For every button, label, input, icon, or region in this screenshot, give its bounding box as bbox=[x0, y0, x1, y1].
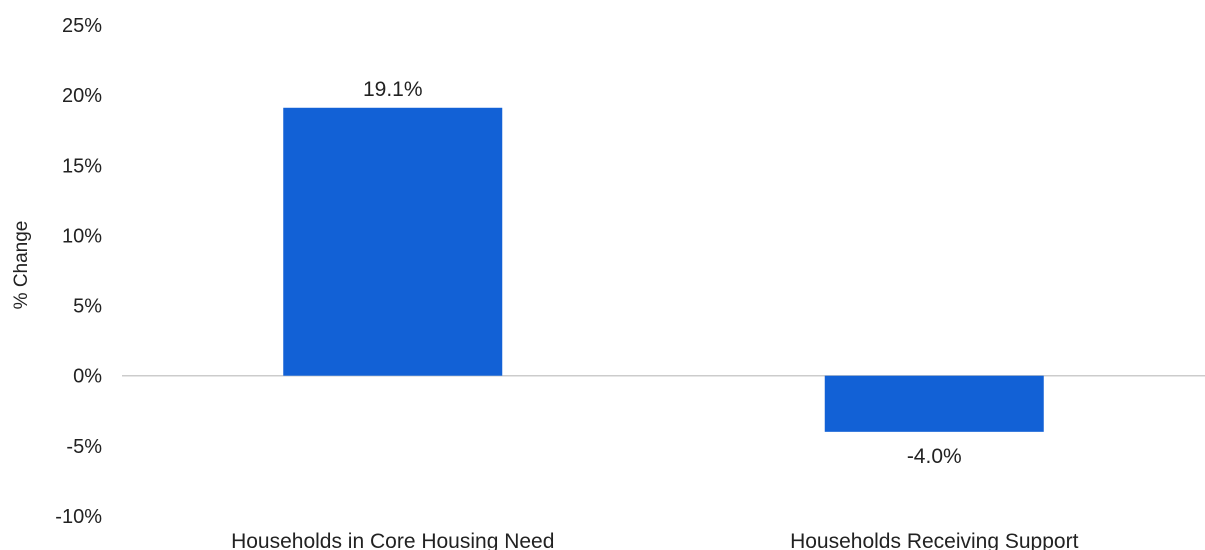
category-labels: Households in Core Housing Need Household… bbox=[231, 530, 1079, 550]
y-axis-ticks: 25% 20% 15% 10% 5% 0% -5% -10% bbox=[55, 15, 102, 528]
y-tick-label: -10% bbox=[55, 506, 102, 528]
data-label: -4.0% bbox=[907, 445, 962, 468]
data-label: 19.1% bbox=[363, 78, 423, 101]
y-tick-label: 10% bbox=[62, 225, 102, 247]
bars bbox=[283, 107, 1044, 432]
y-axis-title: % Change bbox=[11, 221, 32, 310]
y-tick-label: 25% bbox=[62, 15, 102, 37]
x-category-label: Households in Core Housing Need bbox=[231, 530, 554, 550]
y-tick-label: 5% bbox=[73, 296, 102, 318]
x-category-label: Households Receiving Support bbox=[790, 530, 1079, 550]
y-tick-label: 20% bbox=[62, 85, 102, 107]
y-tick-label: 0% bbox=[73, 366, 102, 388]
bar bbox=[824, 375, 1044, 432]
bar bbox=[283, 107, 503, 376]
data-labels: 19.1% -4.0% bbox=[363, 78, 962, 468]
y-tick-label: -5% bbox=[66, 436, 102, 458]
y-tick-label: 15% bbox=[62, 155, 102, 177]
